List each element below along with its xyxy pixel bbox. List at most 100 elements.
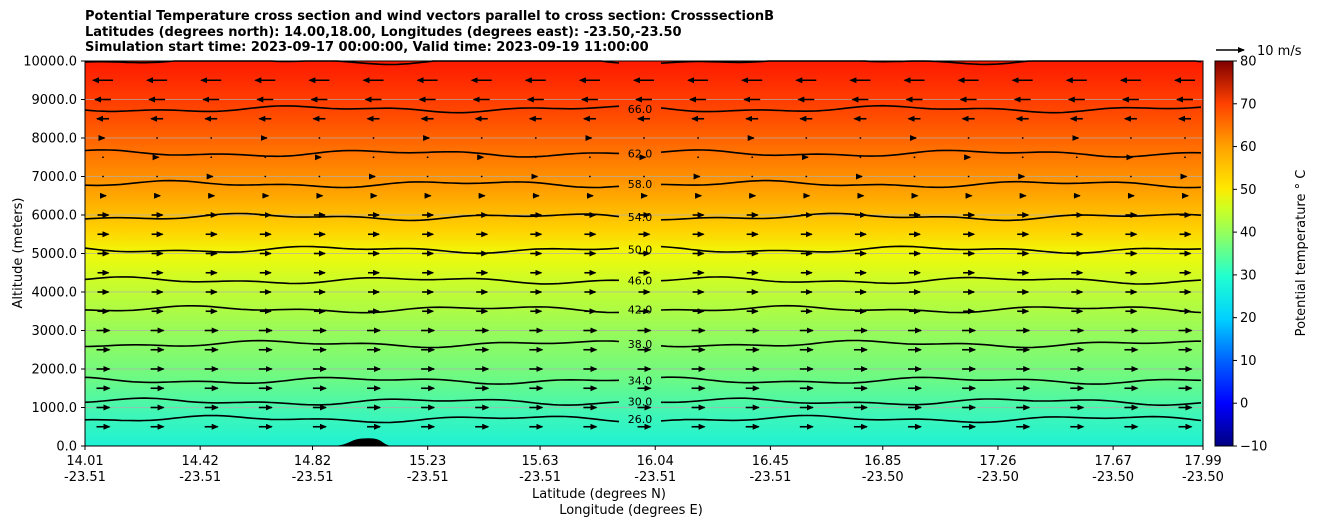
- contour-line: [84, 376, 620, 385]
- contour-label: 54.0: [628, 211, 653, 224]
- wind-vector: [102, 156, 104, 159]
- x-axis-label-longitude: Longitude (degrees E): [559, 503, 703, 518]
- colorbar: [1214, 60, 1234, 447]
- x-tick-label-longitude: -23.51: [634, 470, 676, 485]
- wind-vector: [913, 175, 916, 178]
- x-tick-label-longitude: -23.50: [977, 470, 1019, 485]
- y-tick-label: 3000.0: [32, 324, 78, 339]
- terrain-profile: [335, 438, 392, 446]
- colorbar-tick-label: 70: [1240, 97, 1257, 112]
- x-tick-label-latitude: 14.01: [66, 454, 103, 469]
- contour-line: [660, 414, 1202, 424]
- x-tick-label-latitude: 17.67: [1095, 454, 1132, 469]
- wind-vector: [1075, 156, 1078, 159]
- wind-vector: [210, 156, 213, 159]
- y-tick-label: 5000.0: [32, 247, 78, 262]
- contour-label: 34.0: [628, 375, 653, 388]
- x-tick-label-latitude: 17.99: [1184, 454, 1221, 469]
- x-tick-label-latitude: 15.63: [521, 454, 558, 469]
- wind-vector: [751, 175, 754, 178]
- contour-line: [84, 305, 620, 314]
- wind-vector: [156, 175, 159, 178]
- isotherm-contours: 26.030.034.038.042.046.050.054.058.062.0…: [84, 60, 1202, 426]
- wind-vector: [318, 175, 321, 178]
- contour-line: [84, 149, 620, 158]
- contour-line: [660, 179, 1202, 189]
- wind-vector: [264, 156, 267, 159]
- title-line-2: Latitudes (degrees north): 14.00,18.00, …: [85, 24, 682, 40]
- wind-vector: [372, 137, 375, 139]
- x-tick-label-latitude: 16.45: [752, 454, 789, 469]
- wind-reference-label: 10 m/s: [1257, 44, 1302, 59]
- x-tick-label-longitude: -23.51: [407, 470, 449, 485]
- y-axis: 0.0 1000.0 2000.0 3000.0 4000.0 5000.0 6000.0 7…: [23, 55, 85, 455]
- title-line-3: Simulation start time: 2023-09-17 00:00:…: [85, 40, 649, 55]
- y-tick-label: 0.0: [56, 440, 77, 455]
- contour-label: 58.0: [628, 178, 653, 191]
- contour-line: [84, 276, 620, 285]
- wind-vector: [913, 156, 916, 159]
- y-axis-label: Altitude (meters): [11, 198, 26, 309]
- x-axis-label-latitude: Latitude (degrees N): [532, 487, 666, 502]
- contour-label: 42.0: [628, 303, 653, 316]
- contour-label: 66.0: [628, 103, 653, 116]
- x-tick-label-longitude: -23.50: [862, 470, 904, 485]
- colorbar-ticks: −10 0 10 20 30 40 50 60 70 80: [1233, 55, 1267, 455]
- contour-line: [660, 304, 1202, 314]
- x-tick-label-latitude: 16.85: [864, 454, 901, 469]
- wind-vector: [1021, 156, 1024, 159]
- y-tick-label: 2000.0: [32, 363, 78, 378]
- colorbar-tick-label: 0: [1240, 397, 1248, 412]
- wind-vector: [805, 137, 808, 139]
- contour-line: [660, 276, 1202, 285]
- x-axis: 14.01-23.5114.42-23.5114.82-23.5115.23-2…: [64, 446, 1224, 485]
- y-tick-label: 8000.0: [32, 132, 78, 147]
- wind-vector: [589, 156, 591, 159]
- wind-vector: [589, 175, 591, 178]
- colorbar-tick-label: 80: [1240, 55, 1257, 70]
- x-tick-label-latitude: 14.82: [294, 454, 331, 469]
- colorbar-tick-label: 10: [1240, 354, 1257, 369]
- colorbar-tick-label: 20: [1240, 311, 1257, 326]
- contour-label: 62.0: [628, 147, 653, 160]
- colorbar-tick-label: 60: [1240, 140, 1257, 155]
- wind-reference-key: 10 m/s: [1216, 44, 1302, 59]
- x-tick-label-longitude: -23.51: [292, 470, 334, 485]
- contour-line: [84, 245, 620, 254]
- x-tick-label-longitude: -23.51: [519, 470, 561, 485]
- wind-vector: [1021, 137, 1024, 139]
- contour-label: 50.0: [628, 244, 653, 257]
- wind-vector: [372, 156, 375, 159]
- contour-line: [660, 149, 1202, 158]
- contour-line: [84, 105, 620, 114]
- x-tick-label-latitude: 14.42: [182, 454, 219, 469]
- x-tick-label-latitude: 16.04: [637, 454, 674, 469]
- y-tick-label: 10000.0: [23, 55, 77, 70]
- wind-vector: [210, 137, 213, 139]
- wind-vector: [697, 156, 699, 159]
- contour-line: [660, 104, 1202, 114]
- x-tick-label-latitude: 15.23: [409, 454, 446, 469]
- wind-vector: [156, 137, 159, 139]
- y-tick-label: 7000.0: [32, 170, 78, 185]
- wind-vector: [264, 175, 267, 178]
- wind-vector: [751, 156, 754, 159]
- wind-vector: [967, 137, 970, 139]
- y-tick-label: 9000.0: [32, 93, 78, 108]
- contour-line: [660, 212, 1202, 222]
- wind-vector: [643, 137, 645, 139]
- wind-vector: [1130, 137, 1132, 139]
- wind-vector: [1184, 156, 1186, 159]
- x-tick-label-longitude: -23.51: [179, 470, 221, 485]
- contour-line: [660, 245, 1202, 254]
- colorbar-tick-label: 40: [1240, 226, 1257, 241]
- wind-vector: [318, 137, 321, 139]
- contour-line: [84, 179, 620, 189]
- title-line-1: Potential Temperature cross section and …: [85, 9, 775, 24]
- wind-vector: [1184, 137, 1186, 139]
- wind-vector: [1075, 175, 1078, 178]
- wind-vector: [805, 175, 808, 178]
- x-tick-label-latitude: 17.26: [979, 454, 1016, 469]
- contour-line: [84, 414, 620, 424]
